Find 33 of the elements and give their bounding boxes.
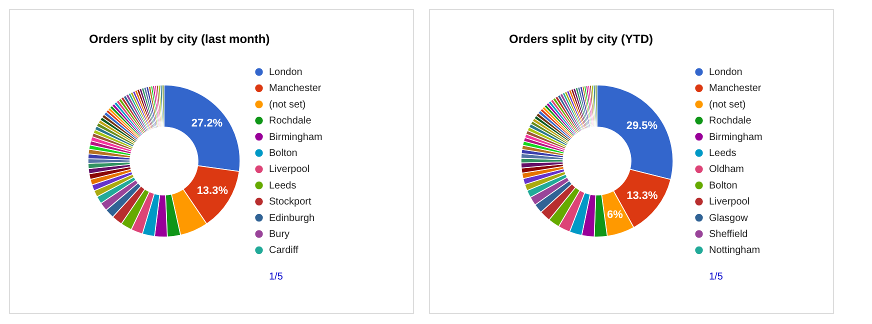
legend-label: Bury bbox=[269, 229, 290, 240]
data-label: 13.3% bbox=[196, 185, 228, 198]
data-label: 13.3% bbox=[626, 190, 658, 202]
chart-title: Orders split by city (last month) bbox=[89, 32, 270, 46]
legend-label: Liverpool bbox=[709, 196, 750, 208]
legend-label: Cardiff bbox=[269, 245, 298, 256]
legend-label: Rochdale bbox=[269, 116, 312, 127]
legend-label: Rochdale bbox=[709, 116, 752, 127]
text: 1/5 bbox=[269, 271, 284, 282]
legend-label: Bolton bbox=[709, 180, 738, 192]
chart-title: Orders split by city (YTD) bbox=[509, 32, 654, 46]
legend-label: Manchester bbox=[269, 83, 322, 94]
data-label: 6% bbox=[606, 209, 624, 222]
text: 1/5 bbox=[709, 271, 724, 282]
legend-label: London bbox=[269, 67, 302, 78]
legend-label: Sheffield bbox=[709, 229, 748, 240]
legend-label: Leeds bbox=[269, 180, 296, 192]
data-label: 29.5% bbox=[626, 120, 658, 132]
legend-label: Edinburgh bbox=[269, 212, 315, 224]
legend-label: Oldham bbox=[709, 164, 744, 176]
legend-label: Birmingham bbox=[269, 132, 322, 143]
legend-label: London bbox=[709, 67, 742, 78]
legend-label: Leeds bbox=[709, 148, 736, 159]
legend-label: Glasgow bbox=[709, 212, 749, 224]
legend-label: Manchester bbox=[709, 83, 762, 94]
legend-label: (not set) bbox=[709, 99, 746, 110]
legend-label: Birmingham bbox=[709, 132, 762, 143]
legend-label: Nottingham bbox=[709, 245, 760, 256]
data-label: 27.2% bbox=[191, 118, 223, 130]
legend-label: (not set) bbox=[269, 99, 306, 110]
legend-label: Liverpool bbox=[269, 164, 310, 176]
legend-label: Stockport bbox=[269, 196, 312, 208]
legend-label: Bolton bbox=[269, 148, 298, 159]
